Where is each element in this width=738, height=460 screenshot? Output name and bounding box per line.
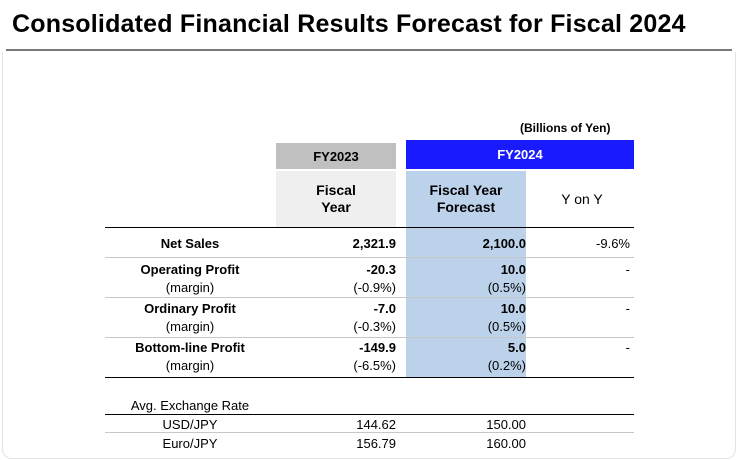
exchange-label-usd: USD/JPY bbox=[162, 417, 218, 432]
fy2023-usd-rate: 144.62 bbox=[356, 417, 396, 432]
forecast-usd-rate: 150.00 bbox=[486, 417, 526, 432]
yoy-bottom-line-profit: - bbox=[625, 340, 630, 355]
row-label-net-sales: Net Sales bbox=[160, 236, 220, 251]
forecast-net-sales: 2,100.0 bbox=[482, 236, 526, 251]
title-divider bbox=[6, 49, 732, 51]
fy2023-subheader: Fiscal Year bbox=[276, 171, 396, 227]
units-label: (Billions of Yen) bbox=[520, 121, 611, 135]
fy2023-euro-rate: 156.79 bbox=[356, 436, 396, 451]
page-title: Consolidated Financial Results Forecast … bbox=[12, 10, 686, 38]
exchange-label-euro: Euro/JPY bbox=[162, 436, 218, 451]
row-label-operating-profit: Operating Profit bbox=[140, 262, 240, 277]
table-header-rule bbox=[105, 227, 634, 228]
forecast-operating-profit: 10.0 bbox=[500, 262, 526, 277]
row-divider bbox=[105, 297, 634, 298]
exchange-row-divider bbox=[105, 432, 634, 433]
fy2023-bottom-line-profit: -149.9 bbox=[359, 340, 396, 355]
row-label-margin: (margin) bbox=[165, 280, 215, 295]
fy2023-net-sales: 2,321.9 bbox=[352, 236, 396, 251]
fy2023-bottom-line-margin: (-6.5%) bbox=[353, 358, 396, 373]
yoy-operating-profit: - bbox=[625, 262, 630, 277]
fy2023-ordinary-margin: (-0.3%) bbox=[353, 319, 396, 334]
forecast-euro-rate: 160.00 bbox=[486, 436, 526, 451]
table-bottom-rule bbox=[105, 377, 634, 378]
fy2023-operating-margin: (-0.9%) bbox=[353, 280, 396, 295]
yoy-net-sales: -9.6% bbox=[596, 236, 630, 251]
fy2023-ordinary-profit: -7.0 bbox=[373, 301, 396, 316]
forecast-subheader: Fiscal Year Forecast bbox=[406, 171, 526, 227]
forecast-operating-margin: (0.5%) bbox=[487, 280, 526, 295]
exchange-rate-heading: Avg. Exchange Rate bbox=[130, 398, 250, 413]
row-label-margin: (margin) bbox=[165, 358, 215, 373]
yoy-subheader: Y on Y bbox=[530, 171, 634, 227]
forecast-bottom-line-margin: (0.2%) bbox=[487, 358, 526, 373]
content-frame bbox=[2, 52, 736, 459]
row-label-ordinary-profit: Ordinary Profit bbox=[144, 301, 236, 316]
forecast-bottom-line-profit: 5.0 bbox=[507, 340, 526, 355]
row-divider bbox=[105, 337, 634, 338]
yoy-ordinary-profit: - bbox=[625, 301, 630, 316]
fy2023-header: FY2023 bbox=[276, 143, 396, 169]
forecast-column-shading bbox=[406, 228, 526, 378]
row-label-bottom-line-profit: Bottom-line Profit bbox=[135, 340, 245, 355]
row-divider bbox=[105, 257, 634, 258]
fy2024-header: FY2024 bbox=[406, 140, 634, 169]
forecast-ordinary-profit: 10.0 bbox=[500, 301, 526, 316]
row-label-margin: (margin) bbox=[165, 319, 215, 334]
fy2023-operating-profit: -20.3 bbox=[366, 262, 396, 277]
exchange-header-rule bbox=[105, 414, 634, 415]
forecast-ordinary-margin: (0.5%) bbox=[487, 319, 526, 334]
